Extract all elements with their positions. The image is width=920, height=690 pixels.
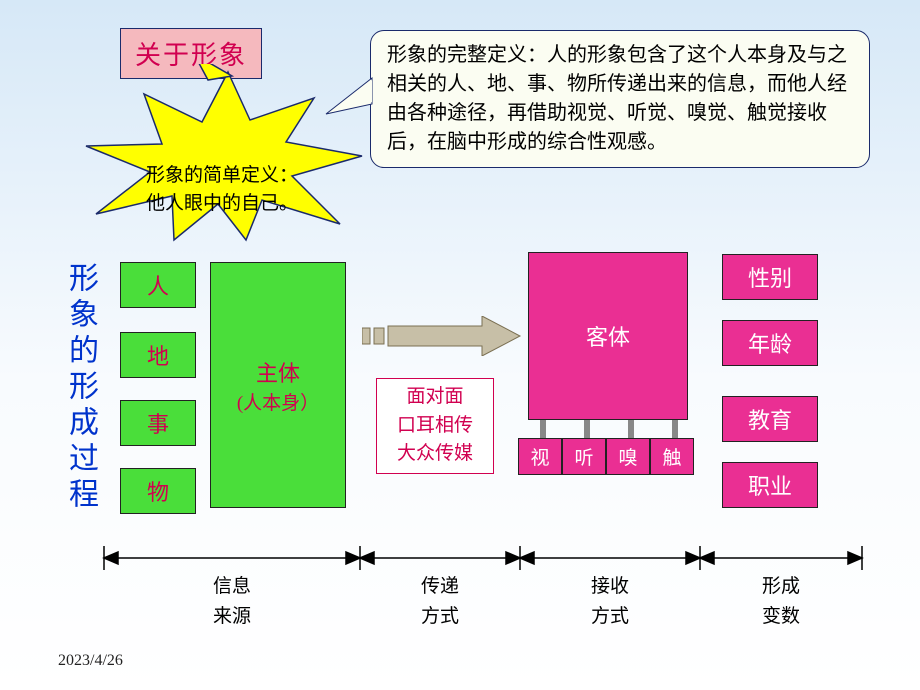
slide-date: 2023/4/26 [58,652,123,670]
axis-2-l2: 方式 [360,602,520,632]
vertical-section-title: 形象的形成过程 [58,262,102,514]
axis-2-l1: 传递 [360,572,520,602]
sense-2: 嗅 [606,438,650,475]
subject-box: 主体 (人本身） [210,262,346,508]
axis-4-l1: 形成 [700,572,862,602]
subject-line2: (人本身） [211,388,345,415]
left-item-0: 人 [120,262,196,308]
transmission-l1: 面对面 [383,383,487,412]
transmission-l3: 大众传媒 [383,440,487,469]
axis-3-l2: 方式 [520,602,700,632]
sense-3: 触 [650,438,694,475]
left-item-2: 事 [120,400,196,446]
simple-definition-callout: 形象的简单定义： 他人眼中的自己。 [78,64,378,244]
sense-1: 听 [562,438,606,475]
axis-label-3: 接收 方式 [520,572,700,633]
block-arrow [362,316,522,361]
axis-label-1: 信息 来源 [104,572,360,633]
left-item-1: 地 [120,332,196,378]
object-label: 客体 [586,320,630,352]
connector-0 [540,420,546,438]
right-item-0: 性别 [722,254,818,300]
sense-0: 视 [518,438,562,475]
simple-def-line2: 他人眼中的自己。 [112,190,332,218]
right-item-1: 年龄 [722,320,818,366]
full-definition-bubble: 形象的完整定义：人的形象包含了这个人本身及与之相关的人、地、事、物所传递出来的信… [370,30,870,168]
left-item-3: 物 [120,468,196,514]
simple-def-line1: 形象的简单定义： [112,162,332,190]
axis-label-4: 形成 变数 [700,572,862,633]
right-item-2: 教育 [722,396,818,442]
full-definition-text: 形象的完整定义：人的形象包含了这个人本身及与之相关的人、地、事、物所传递出来的信… [387,44,847,153]
axis-3-l1: 接收 [520,572,700,602]
axis-1-l1: 信息 [104,572,360,602]
connector-3 [672,420,678,438]
axis-4-l2: 变数 [700,602,862,632]
axis-1-l2: 来源 [104,602,360,632]
senses-row: 视 听 嗅 触 [518,438,694,475]
right-item-3: 职业 [722,462,818,508]
connector-2 [628,420,634,438]
transmission-box: 面对面 口耳相传 大众传媒 [376,378,494,474]
axis-label-2: 传递 方式 [360,572,520,633]
subject-line1: 主体 [211,356,345,388]
object-box: 客体 [528,252,688,420]
connector-1 [584,420,590,438]
transmission-l2: 口耳相传 [383,412,487,441]
